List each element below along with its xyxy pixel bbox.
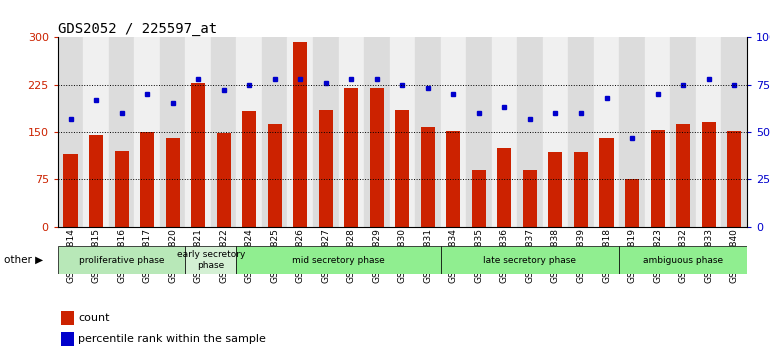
- Bar: [293, 42, 307, 227]
- Bar: [543, 37, 568, 227]
- Bar: [344, 88, 358, 227]
- Bar: [574, 152, 588, 227]
- Bar: [61, 332, 74, 346]
- Bar: [651, 130, 665, 227]
- Bar: [61, 312, 74, 325]
- Text: ambiguous phase: ambiguous phase: [643, 256, 723, 265]
- Bar: [166, 138, 179, 227]
- Bar: [619, 37, 644, 227]
- Bar: [466, 37, 492, 227]
- Text: GDS2052 / 225597_at: GDS2052 / 225597_at: [58, 22, 217, 36]
- Bar: [447, 131, 460, 227]
- Bar: [421, 127, 435, 227]
- Bar: [440, 246, 619, 274]
- Bar: [594, 37, 619, 227]
- Bar: [83, 37, 109, 227]
- Bar: [287, 37, 313, 227]
- Bar: [109, 37, 134, 227]
- Bar: [568, 37, 594, 227]
- Text: other ▶: other ▶: [4, 255, 43, 265]
- Bar: [216, 133, 231, 227]
- Text: early secretory
phase: early secretory phase: [176, 251, 245, 270]
- Text: late secretory phase: late secretory phase: [484, 256, 577, 265]
- Bar: [63, 154, 78, 227]
- Bar: [191, 82, 205, 227]
- Text: proliferative phase: proliferative phase: [79, 256, 164, 265]
- Bar: [211, 37, 236, 227]
- Bar: [236, 37, 262, 227]
- Bar: [727, 131, 742, 227]
- Bar: [364, 37, 390, 227]
- Bar: [370, 88, 383, 227]
- Bar: [140, 132, 154, 227]
- Bar: [89, 135, 103, 227]
- Bar: [600, 138, 614, 227]
- Bar: [415, 37, 440, 227]
- Bar: [548, 152, 563, 227]
- Bar: [390, 37, 415, 227]
- Bar: [517, 37, 543, 227]
- Bar: [58, 246, 186, 274]
- Text: count: count: [79, 313, 110, 323]
- Bar: [619, 246, 747, 274]
- Bar: [236, 246, 440, 274]
- Bar: [696, 37, 721, 227]
- Bar: [676, 124, 690, 227]
- Bar: [497, 148, 511, 227]
- Bar: [625, 179, 639, 227]
- Bar: [523, 170, 537, 227]
- Bar: [58, 37, 83, 227]
- Bar: [115, 151, 129, 227]
- Bar: [701, 122, 715, 227]
- Bar: [671, 37, 696, 227]
- Bar: [186, 37, 211, 227]
- Text: percentile rank within the sample: percentile rank within the sample: [79, 334, 266, 344]
- Bar: [472, 170, 486, 227]
- Bar: [262, 37, 287, 227]
- Bar: [319, 110, 333, 227]
- Bar: [721, 37, 747, 227]
- Bar: [644, 37, 671, 227]
- Bar: [339, 37, 364, 227]
- Bar: [134, 37, 160, 227]
- Bar: [313, 37, 339, 227]
- Bar: [492, 37, 517, 227]
- Bar: [395, 110, 410, 227]
- Bar: [186, 246, 236, 274]
- Bar: [242, 111, 256, 227]
- Bar: [160, 37, 186, 227]
- Text: mid secretory phase: mid secretory phase: [292, 256, 385, 265]
- Bar: [440, 37, 466, 227]
- Bar: [268, 124, 282, 227]
